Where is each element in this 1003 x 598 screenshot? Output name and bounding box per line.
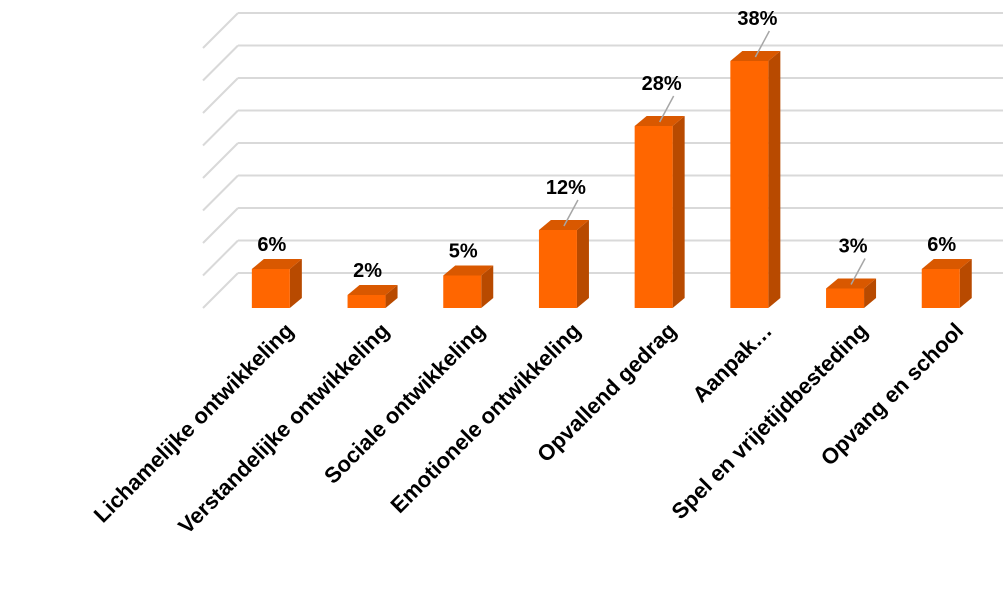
category-label: Lichamelijke ontwikkeling [89, 318, 299, 528]
gridline-depth [202, 142, 239, 179]
bar [730, 51, 781, 308]
leader-line [850, 258, 866, 285]
leader-line [754, 30, 771, 58]
bars [251, 51, 972, 308]
bar [538, 220, 589, 308]
gridline-depth [202, 109, 239, 147]
bar [443, 265, 494, 308]
data-label: 6% [257, 234, 286, 256]
category-label: Sociale ontwikkeling [319, 318, 490, 489]
leader-line [563, 199, 579, 227]
data-label: 6% [927, 234, 956, 256]
data-label: 12% [546, 177, 586, 199]
category-label: Aanpak… [687, 318, 776, 407]
category-labels: Lichamelijke ontwikkelingVerstandelijke … [89, 318, 969, 539]
data-label: 2% [353, 260, 382, 282]
gridline-depth [202, 239, 239, 277]
gridline-depth [202, 174, 239, 212]
data-label: 3% [839, 236, 868, 258]
bar [826, 278, 877, 308]
data-label: 38% [737, 8, 777, 30]
leader-line [658, 95, 675, 123]
data-labels: 6% 2% 5% 12% 28% 38% 3% 6% [257, 8, 956, 285]
gridline-depth [202, 12, 239, 49]
category-label: Spel en vrijetijdbesteding [666, 318, 872, 524]
gridlines [202, 12, 1003, 309]
bar [921, 259, 972, 308]
category-label: Emotionele ontwikkeling [385, 318, 585, 518]
data-label: 5% [449, 241, 478, 263]
gridline-depth [202, 77, 239, 114]
bar [251, 259, 302, 308]
bar [347, 285, 398, 308]
gridline-depth [202, 207, 239, 244]
gridline-depth [202, 44, 239, 82]
bar [634, 116, 685, 308]
gridline-depth [202, 272, 239, 309]
data-label: 28% [642, 73, 682, 95]
